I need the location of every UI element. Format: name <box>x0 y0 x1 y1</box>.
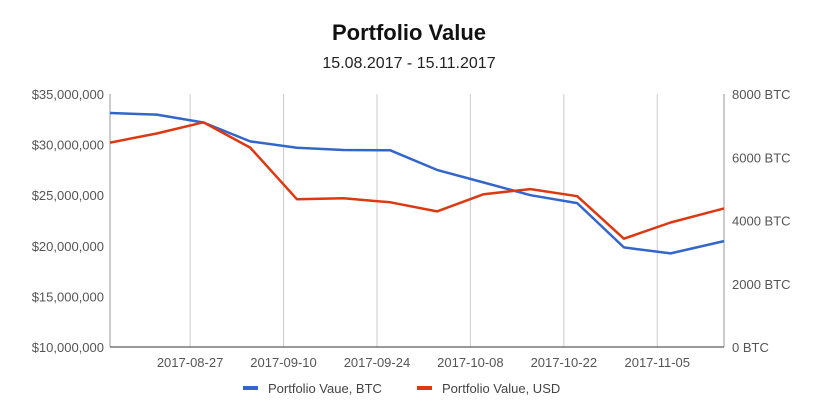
chart-subtitle: 15.08.2017 - 15.11.2017 <box>322 55 495 72</box>
y-right-tick-label: 6000 BTC <box>732 150 791 165</box>
y-left-tick-label: $35,000,000 <box>32 87 104 102</box>
chart-title: Portfolio Value <box>332 20 486 45</box>
x-tick-label: 2017-11-05 <box>624 355 690 370</box>
series-line-usd <box>109 121 725 240</box>
y-left-tick-label: $20,000,000 <box>32 239 104 254</box>
legend-label: Portfolio Value, USD <box>442 381 560 396</box>
x-tick-label: 2017-10-22 <box>531 355 598 370</box>
series-line-btc <box>109 111 725 255</box>
y-right-tick-label: 0 BTC <box>732 340 769 355</box>
legend-swatch <box>417 386 432 390</box>
grid-lines <box>189 94 658 347</box>
y-left-tick-label: $25,000,000 <box>32 188 104 203</box>
legend: Portfolio Vaue, BTC Portfolio Value, USD <box>243 381 560 396</box>
y-right-tick-label: 2000 BTC <box>732 277 791 292</box>
legend-swatch <box>243 386 258 390</box>
y-left-tick-label: $15,000,000 <box>32 289 104 304</box>
y-left-tick-label: $30,000,000 <box>32 138 104 153</box>
x-tick-label: 2017-09-10 <box>250 355 317 370</box>
y-right-tick-label: 4000 BTC <box>732 214 791 229</box>
axes: 2017-08-27 2017-09-10 2017-09-24 2017-10-08… <box>32 87 791 370</box>
x-tick-label: 2017-09-24 <box>344 355 411 370</box>
x-tick-label: 2017-08-27 <box>157 355 224 370</box>
legend-label: Portfolio Vaue, BTC <box>268 381 382 396</box>
x-tick-label: 2017-10-08 <box>437 355 504 370</box>
y-left-tick-label: $10,000,000 <box>32 340 104 355</box>
y-right-tick-label: 8000 BTC <box>732 87 791 102</box>
series-lines <box>109 111 725 255</box>
